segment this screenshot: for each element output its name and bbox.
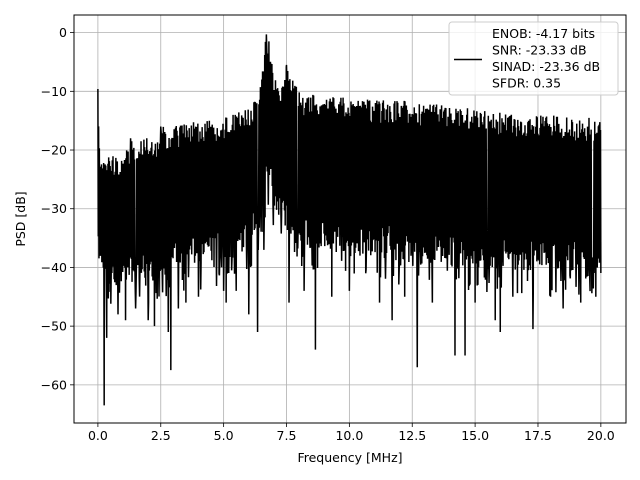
- x-tick-label: 10.0: [335, 428, 363, 443]
- psd-line: [97, 34, 602, 406]
- legend-label-line: SFDR: 0.35: [492, 76, 561, 91]
- x-tick-label: 17.5: [524, 428, 552, 443]
- y-tick-label: −60: [41, 377, 67, 392]
- psd-series: [97, 34, 602, 406]
- y-tick-label: −50: [41, 319, 67, 334]
- legend-label-line: SNR: -23.33 dB: [492, 43, 587, 58]
- y-axis-label: PSD [dB]: [13, 191, 28, 246]
- y-tick-label: 0: [59, 25, 67, 40]
- axis-ticks: 0.0 2.5 5.0 7.5 10.0 12.5 15.0 17.5 20.0 0 −10 −20 −…: [41, 25, 615, 443]
- y-tick-label: −20: [41, 143, 67, 158]
- plot-frame: [73, 14, 627, 424]
- y-tick-label: −30: [41, 201, 67, 216]
- x-tick-label: 0.0: [88, 428, 108, 443]
- x-tick-label: 2.5: [151, 428, 171, 443]
- legend-box: [448, 21, 619, 96]
- x-tick-label: 20.0: [587, 428, 615, 443]
- x-tick-label: 15.0: [461, 428, 489, 443]
- y-tick-label: −40: [41, 260, 67, 275]
- x-tick-label: 12.5: [398, 428, 426, 443]
- x-axis-label: Frequency [MHz]: [297, 450, 402, 465]
- x-tick-label: 7.5: [277, 428, 297, 443]
- legend-label-line: ENOB: -4.17 bits: [492, 26, 595, 41]
- y-tick-label: −10: [41, 84, 67, 99]
- legend-label-line: SINAD: -23.36 dB: [492, 59, 600, 74]
- x-tick-label: 5.0: [214, 428, 234, 443]
